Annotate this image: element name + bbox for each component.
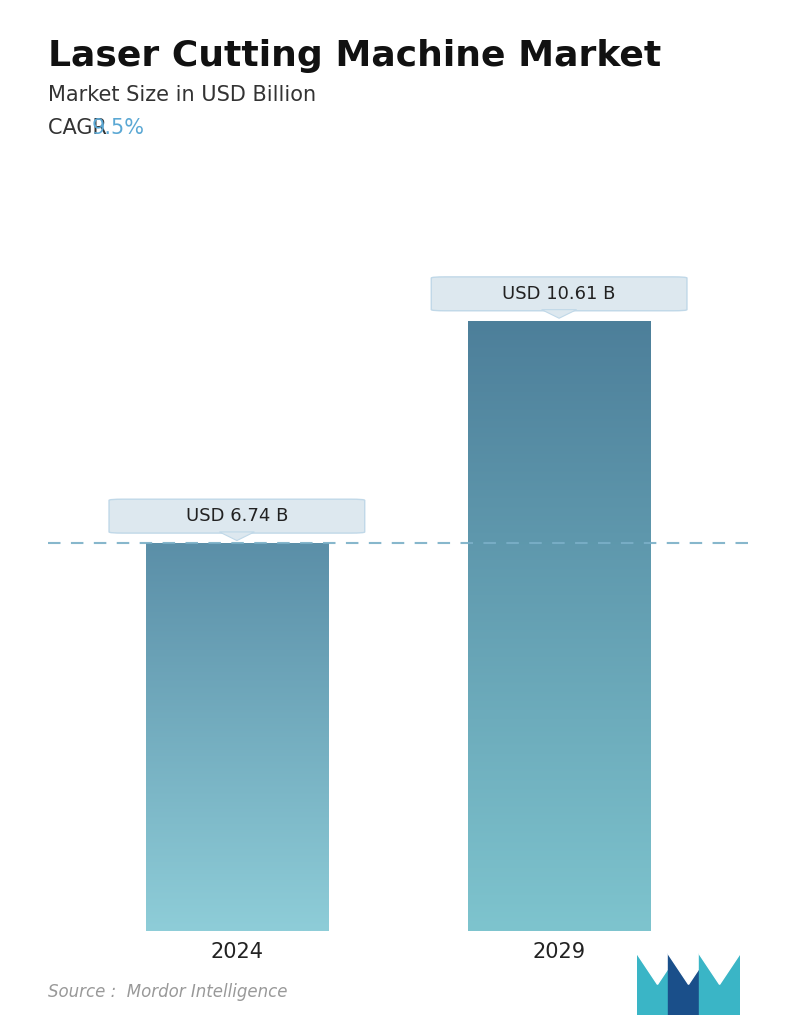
Text: USD 6.74 B: USD 6.74 B [185,507,288,525]
Text: Source :  Mordor Intelligence: Source : Mordor Intelligence [48,983,287,1001]
Polygon shape [668,953,709,1015]
Polygon shape [699,953,740,984]
FancyBboxPatch shape [109,499,365,534]
Polygon shape [699,953,740,1015]
Text: CAGR: CAGR [48,118,113,138]
FancyBboxPatch shape [431,277,687,311]
Text: Market Size in USD Billion: Market Size in USD Billion [48,85,316,104]
Polygon shape [637,953,678,1015]
Polygon shape [668,953,709,984]
Polygon shape [541,309,576,318]
Text: USD 10.61 B: USD 10.61 B [502,284,616,303]
Polygon shape [220,531,255,541]
Text: Laser Cutting Machine Market: Laser Cutting Machine Market [48,39,661,73]
Text: 9.5%: 9.5% [92,118,145,138]
Polygon shape [637,953,678,984]
